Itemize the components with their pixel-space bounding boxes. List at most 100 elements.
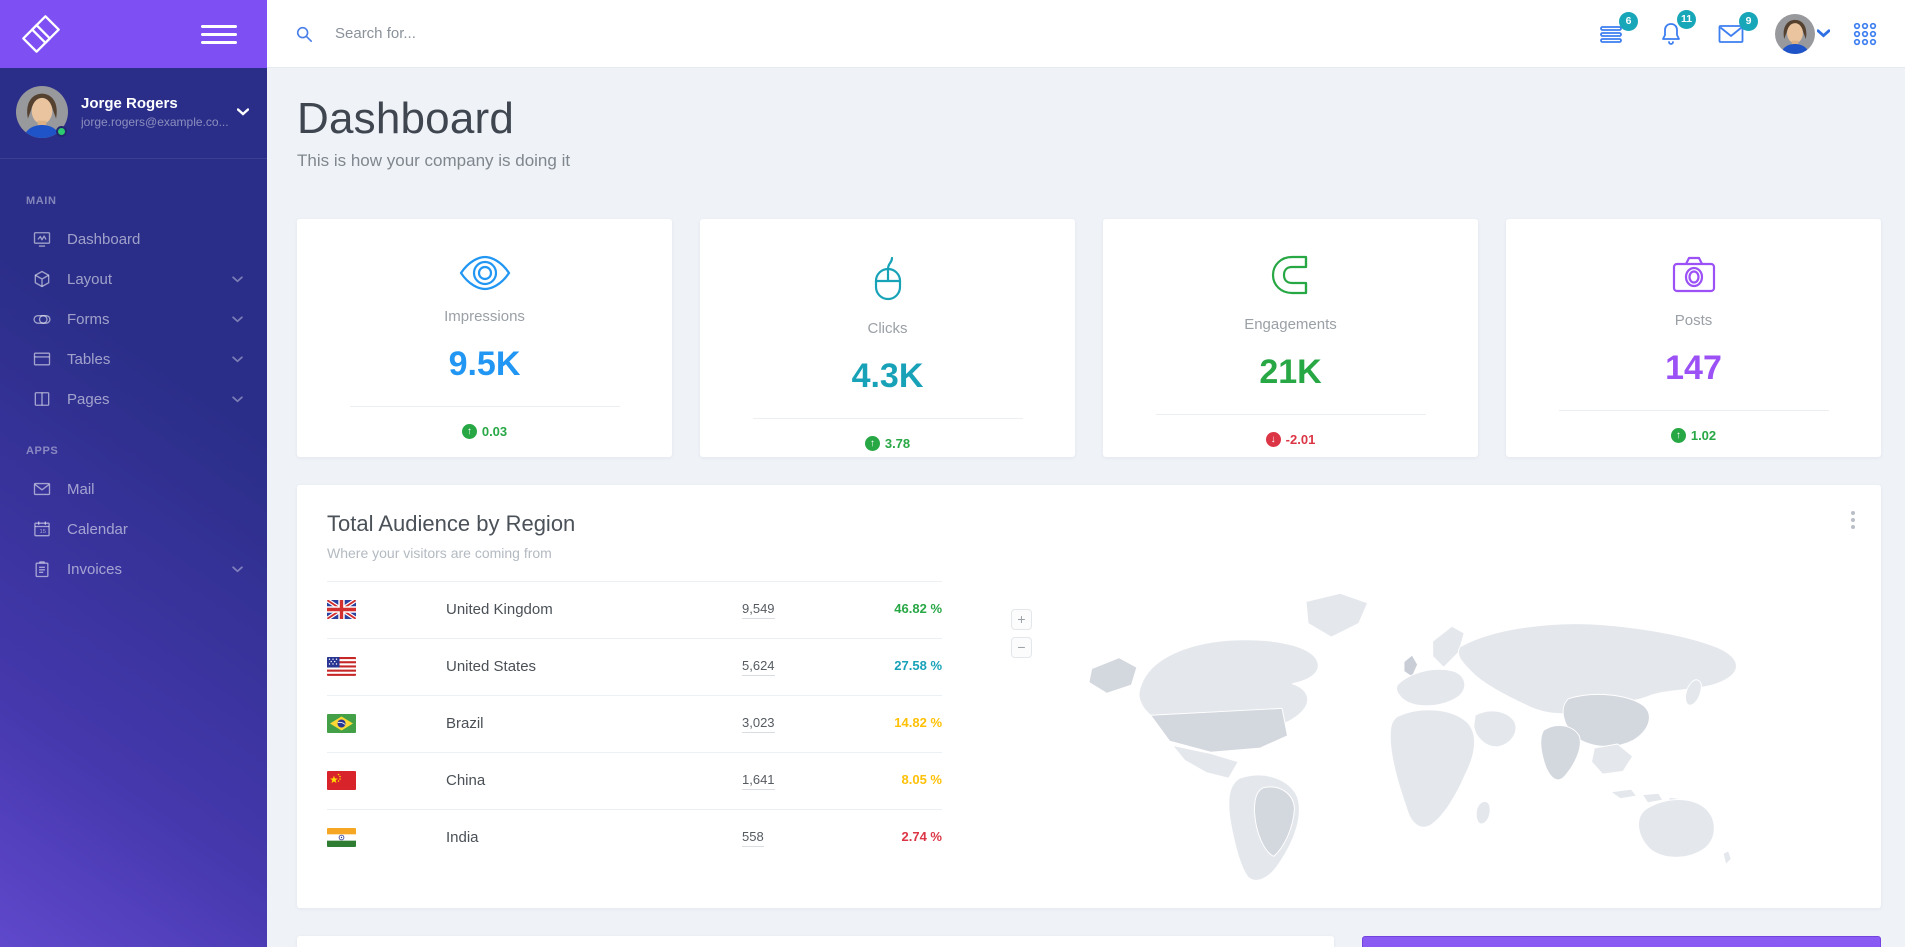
map-europe xyxy=(1396,668,1466,706)
stat-value: 4.3K xyxy=(851,356,924,395)
stat-delta-value: 1.02 xyxy=(1690,427,1717,443)
cube-icon xyxy=(32,269,52,289)
stat-label: Clicks xyxy=(867,319,908,337)
country-percent: 46.82 % xyxy=(894,600,942,616)
sidebar-item-label: Dashboard xyxy=(67,230,141,248)
messages-button[interactable]: 9 xyxy=(1715,11,1758,47)
audience-card-subtitle: Where your visitors are coming from xyxy=(327,544,552,561)
search-icon xyxy=(295,25,313,43)
country-name: Brazil xyxy=(446,715,484,733)
sidebar-item-calendar[interactable]: 15 Calendar xyxy=(0,509,267,549)
clipboard-icon xyxy=(32,559,52,579)
arrow-up-circle-icon: ↑ xyxy=(461,423,477,439)
stat-delta-value: -2.01 xyxy=(1285,431,1316,447)
map-madagascar xyxy=(1475,800,1491,825)
next-card-right xyxy=(1362,935,1881,947)
flag-brazil-icon xyxy=(327,714,356,734)
stat-delta-value: 3.78 xyxy=(884,435,911,451)
map-southeast-asia xyxy=(1591,743,1634,775)
sidebar-item-label: Calendar xyxy=(67,520,128,538)
apps-grid-button[interactable] xyxy=(1850,19,1880,49)
table-row: United Kingdom 9,549 46.82 % xyxy=(327,580,942,638)
flag-china-icon xyxy=(327,771,356,791)
calendar-icon: 15 xyxy=(32,519,52,539)
country-name: United States xyxy=(446,658,537,676)
map-greenland xyxy=(1305,592,1369,638)
map-india xyxy=(1540,724,1581,780)
envelope-icon xyxy=(32,479,52,499)
chevron-down-icon xyxy=(1817,29,1830,38)
table-icon xyxy=(32,349,52,369)
sidebar-item-forms[interactable]: Forms xyxy=(0,299,267,339)
flag-united-states-icon xyxy=(327,657,356,677)
sidebar-item-tables[interactable]: Tables xyxy=(0,339,267,379)
map-united-states xyxy=(1150,707,1289,753)
page-title: Dashboard xyxy=(297,94,515,143)
audience-table: United Kingdom 9,549 46.82 % xyxy=(327,580,942,896)
card-menu-kebab-icon[interactable] xyxy=(1847,507,1859,533)
sidebar-item-invoices[interactable]: Invoices xyxy=(0,549,267,589)
country-value: 3,023 xyxy=(742,715,775,733)
dashboard-icon xyxy=(32,229,52,249)
user-name: Jorge Rogers xyxy=(81,95,178,112)
country-value: 5,624 xyxy=(742,658,775,676)
svg-text:15: 15 xyxy=(40,529,46,535)
stat-value: 21K xyxy=(1259,352,1322,391)
table-row: United States 5,624 27.58 % xyxy=(327,637,942,695)
stat-delta-value: 0.03 xyxy=(481,423,508,439)
world-map[interactable]: + − xyxy=(987,581,1851,896)
magnet-icon xyxy=(1268,255,1314,299)
stats-row: Impressions 9.5K ↑ 0.03 Clicks 4.3K ↑ 3.… xyxy=(297,218,1881,457)
bottom-row xyxy=(297,935,1881,947)
user-panel[interactable]: Jorge Rogers jorge.rogers@example.co... xyxy=(0,68,267,159)
flag-india-icon xyxy=(327,828,356,848)
audience-card-title: Total Audience by Region xyxy=(327,510,576,536)
notifications-button[interactable]: 11 xyxy=(1657,9,1696,49)
sidebar-item-layout[interactable]: Layout xyxy=(0,259,267,299)
camera-icon xyxy=(1670,255,1718,295)
chevron-down-icon xyxy=(232,395,243,403)
sidebar-item-mail[interactable]: Mail xyxy=(0,469,267,509)
stat-card-clicks: Clicks 4.3K ↑ 3.78 xyxy=(700,218,1075,457)
sidebar-item-pages[interactable]: Pages xyxy=(0,379,267,419)
nav-section-apps: APPS xyxy=(26,445,59,457)
chevron-down-icon xyxy=(232,565,243,573)
mouse-icon xyxy=(868,255,908,303)
map-japan xyxy=(1685,679,1702,706)
audience-by-region-card: Total Audience by Region Where your visi… xyxy=(297,484,1881,908)
map-scandinavia xyxy=(1432,625,1465,668)
profile-menu-button[interactable] xyxy=(1775,13,1830,54)
stat-card-engagements: Engagements 21K ↓ -2.01 xyxy=(1103,218,1478,457)
country-value: 558 xyxy=(742,829,764,847)
country-value: 9,549 xyxy=(742,601,775,619)
messages-badge: 9 xyxy=(1739,11,1758,31)
map-russia-asia xyxy=(1457,622,1737,714)
tasks-button[interactable]: 6 xyxy=(1597,11,1638,47)
sidebar-item-label: Forms xyxy=(67,310,110,328)
table-row: China 1,641 8.05 % xyxy=(327,751,942,809)
page-subtitle: This is how your company is doing it xyxy=(297,150,571,170)
country-name: United Kingdom xyxy=(446,601,553,619)
eye-icon xyxy=(459,255,511,291)
nav-section-main: MAIN xyxy=(26,195,57,207)
toggle-icon xyxy=(32,309,52,329)
flag-united-kingdom-icon xyxy=(327,600,356,620)
map-zoom-out-button[interactable]: − xyxy=(1011,636,1032,658)
sidebar-item-dashboard[interactable]: Dashboard xyxy=(0,219,267,259)
online-status-dot xyxy=(56,126,67,137)
country-name: India xyxy=(446,829,479,847)
country-value: 1,641 xyxy=(742,772,775,790)
search-input[interactable] xyxy=(335,25,675,42)
stat-card-posts: Posts 147 ↑ 1.02 xyxy=(1506,218,1881,457)
brand-logo-icon[interactable] xyxy=(18,11,64,57)
stat-label: Posts xyxy=(1674,311,1713,329)
notifications-badge: 11 xyxy=(1677,9,1696,29)
arrow-up-circle-icon: ↑ xyxy=(1670,427,1686,443)
map-zoom-in-button[interactable]: + xyxy=(1011,608,1032,630)
user-avatar xyxy=(16,86,68,138)
sidebar-item-label: Invoices xyxy=(67,560,123,578)
stat-label: Engagements xyxy=(1244,315,1337,333)
sidebar: Jorge Rogers jorge.rogers@example.co... … xyxy=(0,0,267,947)
sidebar-toggle-button[interactable] xyxy=(197,21,241,48)
table-row: India 558 2.74 % xyxy=(327,808,942,866)
